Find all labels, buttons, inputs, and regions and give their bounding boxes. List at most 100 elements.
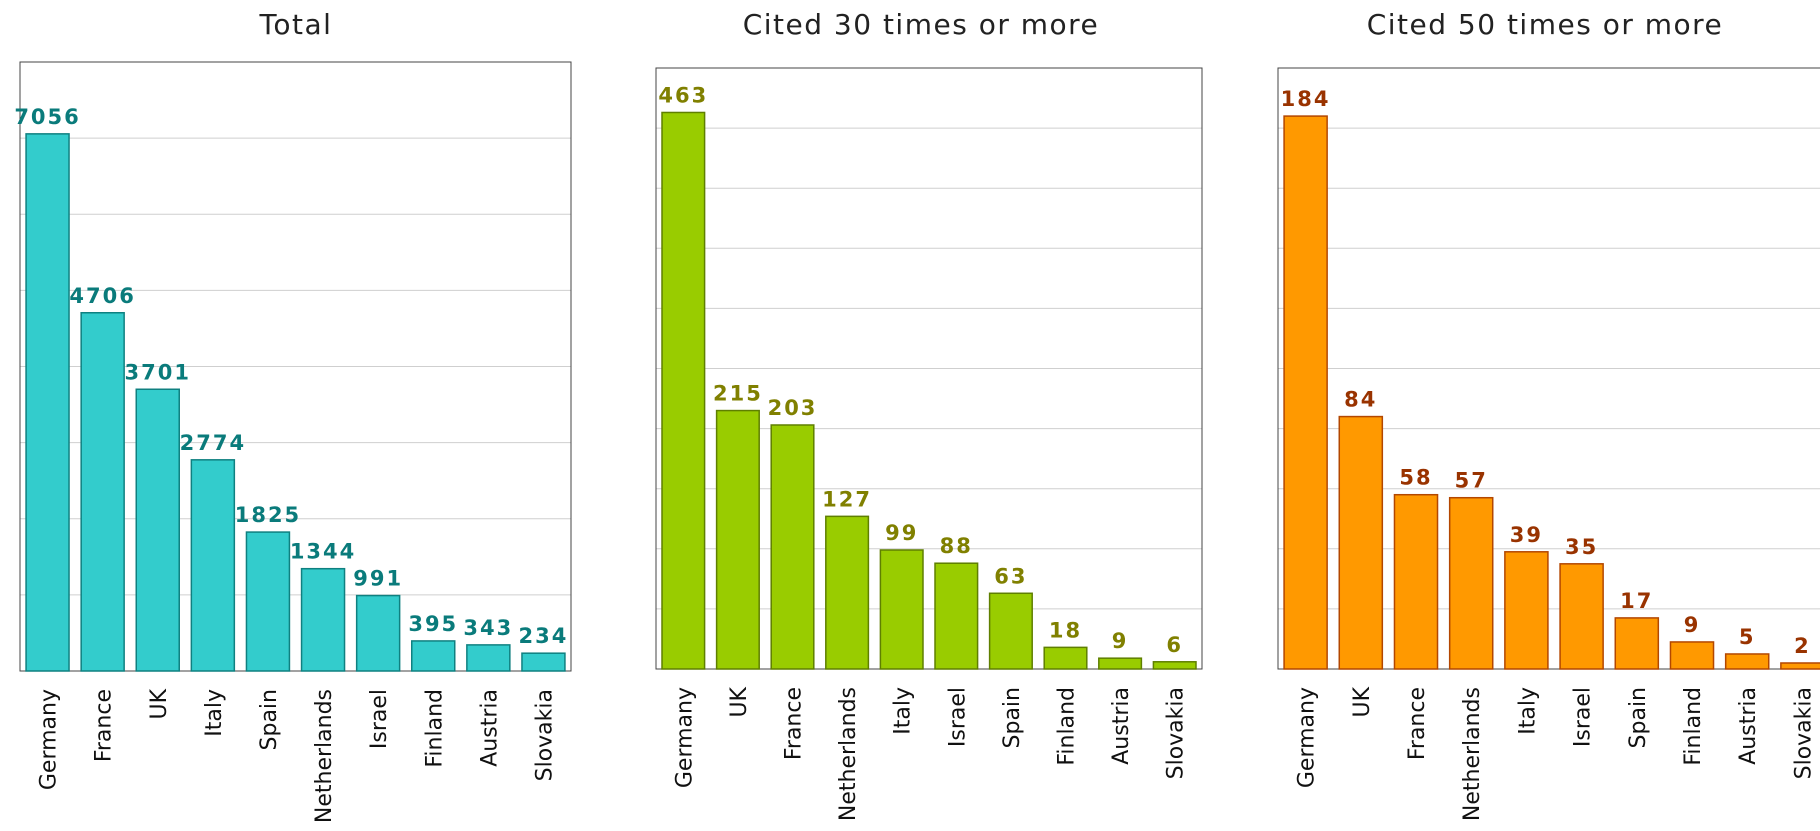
data-label: 63 [994, 564, 1027, 588]
bar-slovakia [521, 652, 566, 672]
category-label: UK [727, 686, 752, 717]
data-label: 84 [1344, 388, 1377, 412]
category-label: Germany [1295, 687, 1320, 788]
data-label: 9 [1112, 629, 1129, 653]
category-label: Israel [1571, 687, 1596, 747]
bar-france [80, 312, 125, 672]
category-label: France [782, 687, 807, 760]
category-label: Austria [477, 689, 502, 767]
category-label: Finland [422, 689, 447, 768]
bar-uk [135, 388, 180, 672]
data-label: 203 [768, 396, 818, 420]
bar-italy [190, 459, 236, 672]
data-label: 9 [1684, 613, 1701, 637]
bar-israel [934, 562, 979, 670]
data-label: 215 [713, 382, 763, 406]
data-label: 5 [1739, 625, 1756, 649]
bar-netherlands [825, 515, 870, 670]
data-label: 184 [1281, 87, 1331, 111]
chart-title: Total [259, 8, 333, 41]
category-label: Netherlands [836, 687, 861, 821]
chart-title: Cited 30 times or more [743, 8, 1100, 41]
bar-finland [411, 640, 456, 672]
plot-area-frame [19, 61, 572, 672]
category-label: Germany [672, 687, 697, 788]
data-label: 1825 [235, 503, 301, 527]
bar-uk [715, 409, 760, 670]
data-label: 2774 [180, 431, 246, 455]
data-label: 343 [463, 616, 513, 640]
bar-austria [1724, 653, 1770, 670]
data-label: 4706 [69, 284, 135, 308]
category-label: Austria [1736, 687, 1761, 765]
data-label: 57 [1455, 469, 1488, 493]
bar-germany [661, 111, 706, 670]
bar-israel [1559, 563, 1604, 670]
bar-france [1393, 493, 1439, 670]
data-label: 463 [658, 83, 708, 107]
bar-italy [1504, 551, 1549, 670]
bar-uk [1338, 415, 1384, 670]
data-label: 6 [1166, 633, 1183, 657]
chart-panel-3: Cited 50 times or more 184 Germany 84 UK 58 Fr… [1277, 8, 1820, 821]
bar-netherlands [1448, 496, 1494, 670]
category-label: Slovakia [1791, 687, 1816, 779]
category-label: Italy [891, 687, 916, 735]
category-label: Slovakia [1164, 687, 1189, 779]
bar-spain [1614, 617, 1660, 670]
category-label: France [92, 689, 117, 762]
chart-title: Cited 50 times or more [1367, 8, 1724, 41]
category-label: Germany [37, 689, 62, 790]
bar-italy [879, 549, 924, 670]
data-label: 2 [1794, 634, 1811, 658]
category-label: Italy [1515, 687, 1540, 735]
category-label: France [1405, 687, 1430, 760]
category-label: Spain [257, 689, 282, 750]
data-label: 35 [1565, 535, 1598, 559]
category-label: Israel [945, 687, 970, 747]
data-label: 17 [1620, 589, 1653, 613]
bar-spain [988, 592, 1033, 670]
data-label: 127 [822, 487, 872, 511]
data-label: 234 [519, 624, 569, 648]
data-label: 58 [1399, 466, 1432, 490]
bar-france [770, 424, 815, 670]
category-label: Spain [1000, 687, 1025, 748]
bar-spain [245, 531, 291, 672]
data-label: 99 [885, 521, 918, 545]
data-label: 395 [408, 612, 458, 636]
data-label: 88 [940, 534, 973, 558]
chart-panel-2: Cited 30 times or more 463 Germany 215 UK 203… [655, 8, 1203, 821]
bar-slovakia [1780, 662, 1820, 670]
data-label: 1344 [290, 540, 356, 564]
data-label: 7056 [14, 105, 80, 129]
category-label: Finland [1681, 687, 1706, 766]
data-label: 3701 [125, 360, 191, 384]
category-label: Austria [1109, 687, 1134, 765]
category-label: UK [147, 688, 172, 719]
bar-slovakia [1152, 661, 1197, 670]
bar-germany [1283, 115, 1328, 670]
category-label: Finland [1055, 687, 1080, 766]
bar-israel [355, 594, 401, 672]
plot-area-frame [1277, 67, 1820, 670]
bar-finland [1043, 646, 1088, 670]
category-label: Slovakia [532, 689, 557, 781]
category-label: Italy [202, 689, 227, 737]
bar-austria [1098, 657, 1143, 670]
plot-area-frame [655, 67, 1203, 670]
category-label: Netherlands [312, 689, 337, 823]
bar-austria [466, 644, 511, 672]
data-label: 991 [353, 567, 403, 591]
bar-germany [25, 133, 70, 672]
category-label: UK [1350, 686, 1375, 717]
data-label: 39 [1510, 523, 1543, 547]
data-label: 18 [1049, 618, 1082, 642]
chart-panel-1: Total 7056 Germany 4706 France 3701 UK 2774 Ital… [14, 8, 572, 823]
bar-netherlands [300, 567, 346, 672]
category-label: Netherlands [1460, 687, 1485, 821]
bar-finland [1669, 641, 1715, 670]
category-label: Spain [1626, 687, 1651, 748]
category-label: Israel [367, 689, 392, 749]
